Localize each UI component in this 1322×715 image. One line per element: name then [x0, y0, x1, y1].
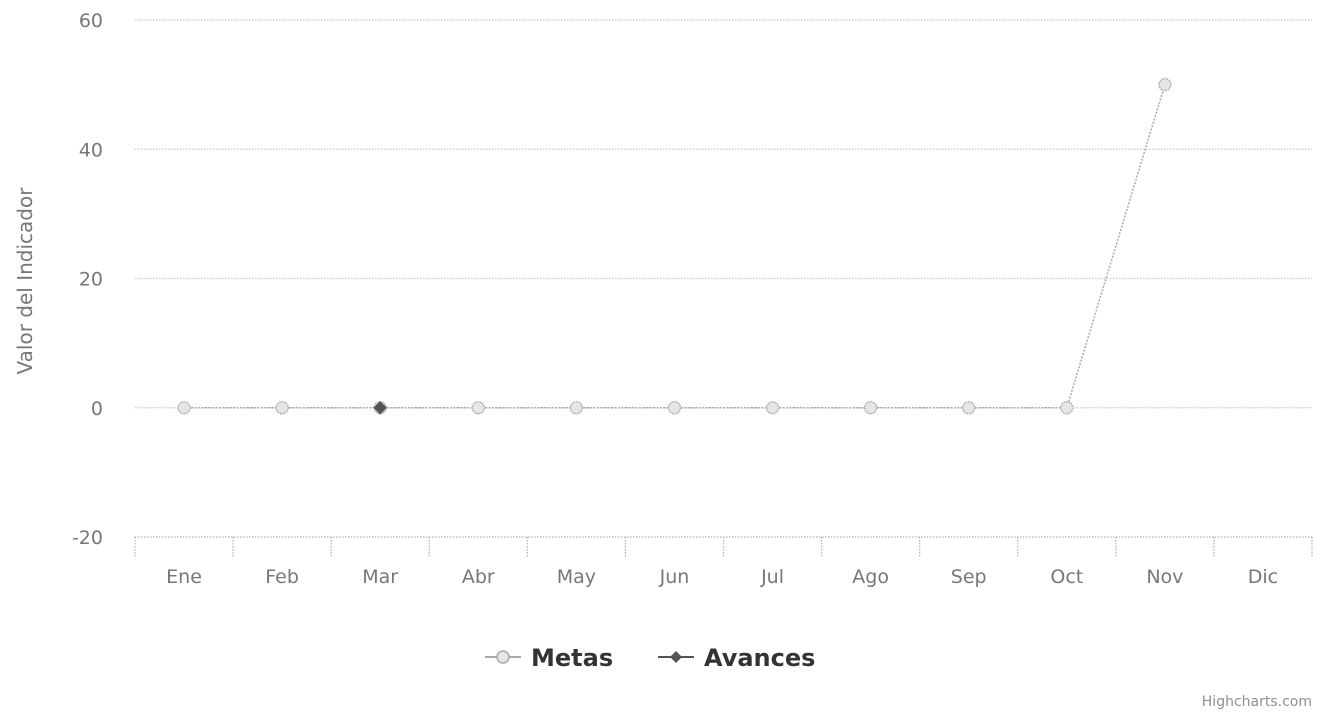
- legend[interactable]: Metas Avances: [485, 644, 815, 672]
- y-tick-label: 20: [79, 269, 103, 291]
- data-point[interactable]: [863, 401, 878, 415]
- legend-item-avances[interactable]: Avances: [658, 644, 815, 672]
- x-tick-label: Ago: [852, 566, 889, 588]
- x-tick-label: May: [557, 566, 596, 588]
- data-point[interactable]: [961, 401, 976, 415]
- y-tick-label: 60: [79, 10, 103, 32]
- x-tick-label: Dic: [1248, 566, 1278, 588]
- x-tick-label: Abr: [462, 566, 495, 588]
- x-tick-label: Oct: [1050, 566, 1083, 588]
- legend-symbol-marker: [670, 651, 682, 663]
- data-point[interactable]: [177, 401, 191, 415]
- data-point[interactable]: [569, 401, 584, 415]
- x-tick-label: Sep: [951, 566, 987, 588]
- y-tick-label: 0: [91, 398, 103, 420]
- series-avances: [373, 401, 387, 415]
- series-layer: [177, 77, 1172, 415]
- data-point[interactable]: [471, 401, 486, 415]
- legend-symbol-marker: [496, 650, 510, 664]
- series-metas: [177, 77, 1172, 415]
- x-axis: Ene Feb Mar Abr May Jun Jul Ago Sep Oct Nov Dic: [134, 536, 1313, 588]
- x-tick-label: Jul: [760, 566, 784, 588]
- data-point[interactable]: [667, 401, 682, 415]
- legend-label: Avances: [704, 644, 815, 672]
- y-tick-label: -20: [72, 527, 103, 549]
- x-tick-label: Nov: [1146, 566, 1183, 588]
- grid-lines: [135, 19, 1312, 409]
- data-point[interactable]: [765, 401, 780, 415]
- x-tick-label: Jun: [659, 566, 690, 588]
- credits-link[interactable]: Highcharts.com: [1202, 694, 1312, 710]
- legend-label: Metas: [531, 644, 613, 672]
- legend-item-metas[interactable]: Metas: [485, 644, 613, 672]
- y-tick-label: 40: [79, 139, 103, 161]
- y-axis: -20 0 20 40 60: [72, 10, 103, 549]
- data-point[interactable]: [275, 401, 289, 415]
- data-point[interactable]: [1158, 77, 1172, 92]
- data-point[interactable]: [373, 401, 387, 415]
- series-line: [184, 84, 1166, 409]
- y-axis-title: Valor del Indicador: [13, 187, 37, 375]
- x-tick-label: Mar: [362, 566, 398, 588]
- data-point[interactable]: [1060, 401, 1074, 415]
- x-tick-label: Ene: [166, 566, 202, 588]
- x-tick-label: Feb: [265, 566, 299, 588]
